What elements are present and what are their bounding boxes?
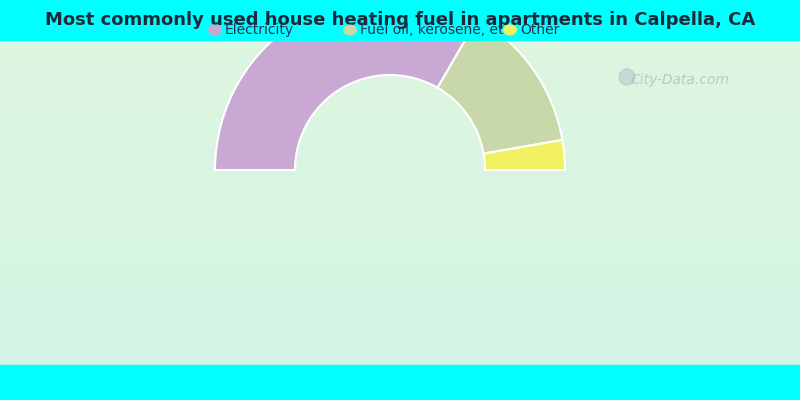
Circle shape [619, 69, 635, 85]
Text: City-Data.com: City-Data.com [630, 73, 730, 87]
Text: Other: Other [520, 23, 559, 37]
Text: Most commonly used house heating fuel in apartments in Calpella, CA: Most commonly used house heating fuel in… [45, 11, 755, 29]
Wedge shape [438, 18, 562, 154]
Text: Electricity: Electricity [225, 23, 294, 37]
Wedge shape [483, 140, 565, 170]
Bar [0, 365, 800, 400]
Ellipse shape [343, 24, 357, 36]
Bar [0, 0, 800, 40]
Text: Fuel oil, kerosene, etc.: Fuel oil, kerosene, etc. [360, 23, 515, 37]
Ellipse shape [503, 24, 517, 36]
Wedge shape [215, 0, 478, 170]
Ellipse shape [208, 24, 222, 36]
